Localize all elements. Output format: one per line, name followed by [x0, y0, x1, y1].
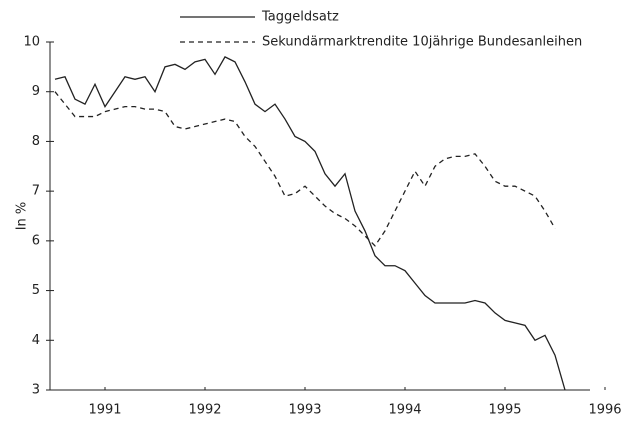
series-line — [54, 91, 556, 247]
y-tick-label: 9 — [32, 84, 40, 99]
y-axis-label: In % — [15, 202, 30, 231]
series-line — [54, 56, 566, 391]
y-tick-label: 7 — [32, 184, 40, 199]
legend-label: Sekundärmarktrendite 10jährige Bundesanl… — [262, 35, 582, 50]
x-tick-label: 1995 — [488, 403, 521, 418]
x-tick-label: 1992 — [188, 403, 221, 418]
x-tick-label: 1991 — [88, 403, 121, 418]
x-tick-label: 1996 — [588, 403, 621, 418]
y-tick-label: 6 — [32, 233, 40, 248]
y-tick-label: 8 — [32, 134, 40, 149]
y-tick-label: 5 — [32, 283, 40, 298]
y-tick-label: 10 — [23, 35, 40, 50]
y-tick-label: 3 — [32, 383, 40, 398]
x-tick-label: 1994 — [388, 403, 421, 418]
legend-label: Taggeldsatz — [261, 10, 339, 25]
x-tick-label: 1993 — [288, 403, 321, 418]
y-tick-label: 4 — [32, 333, 40, 348]
